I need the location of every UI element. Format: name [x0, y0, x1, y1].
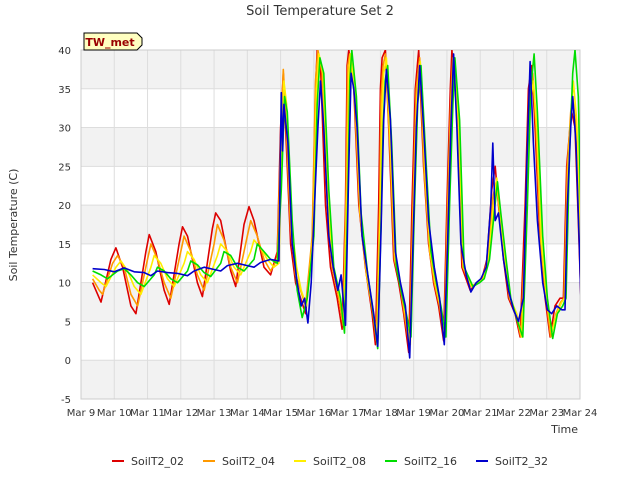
site-label-text: TW_met: [85, 36, 134, 49]
legend-label: SoilT2_32: [495, 455, 548, 468]
legend-label: SoilT2_02: [131, 455, 184, 468]
site-label-box: [83, 32, 143, 51]
y-tick-label: 5: [65, 317, 71, 328]
legend-label: SoilT2_08: [313, 455, 366, 468]
legend-item: SoilT2_08: [294, 455, 366, 468]
legend-item: SoilT2_32: [476, 455, 548, 468]
x-tick-label: Mar 16: [296, 408, 331, 419]
background-band: [81, 282, 580, 322]
y-tick-label: 15: [58, 240, 71, 251]
y-axis-ticks: -5 0 5 10 15 20 25 30 35 40: [58, 46, 71, 406]
x-tick-label: Mar 13: [197, 408, 232, 419]
x-tick-label: Mar 19: [396, 408, 431, 419]
x-tick-label: Mar 23: [529, 408, 564, 419]
background-band: [81, 166, 580, 206]
site-label-badge: TW_met: [83, 32, 143, 51]
y-tick-label: 25: [58, 162, 71, 173]
y-tick-label: 40: [58, 46, 71, 57]
x-tick-label: Mar 21: [463, 408, 498, 419]
y-axis-label: Soil Temperature (C): [7, 169, 20, 282]
legend-item: SoilT2_04: [203, 455, 275, 468]
x-tick-label: Mar 12: [163, 408, 198, 419]
y-tick-label: 10: [58, 279, 71, 290]
y-tick-label: 0: [65, 356, 71, 367]
legend-label: SoilT2_04: [222, 455, 275, 468]
y-tick-label: 30: [58, 124, 71, 135]
legend: SoilT2_02 SoilT2_04 SoilT2_08 SoilT2_16 Soil…: [112, 455, 548, 468]
x-tick-label: Mar 20: [430, 408, 465, 419]
series-layer: [91, 50, 580, 359]
x-tick-label: Mar 22: [496, 408, 531, 419]
background-band: [81, 360, 580, 399]
y-tick-label: 20: [58, 201, 71, 212]
series-line-soilt2-32: [92, 53, 580, 359]
x-tick-label: Mar 24: [563, 408, 598, 419]
y-tick-label: 35: [58, 85, 71, 96]
y-tick-label: -5: [61, 395, 71, 406]
legend-label: SoilT2_16: [404, 455, 457, 468]
x-tick-label: Mar 15: [263, 408, 298, 419]
legend-item: SoilT2_02: [112, 455, 184, 468]
background-band: [81, 50, 580, 89]
x-axis-label: Time: [550, 423, 578, 436]
background-band: [81, 321, 580, 361]
x-tick-label: Mar 9: [67, 408, 95, 419]
x-tick-label: Mar 17: [330, 408, 365, 419]
chart-title: Soil Temperature Set 2: [246, 4, 394, 19]
x-tick-label: Mar 10: [97, 408, 132, 419]
legend-item: SoilT2_16: [385, 455, 457, 468]
background-band: [81, 127, 580, 167]
background-band: [81, 88, 580, 128]
x-tick-label: Mar 11: [130, 408, 165, 419]
x-tick-label: Mar 18: [363, 408, 398, 419]
x-tick-label: Mar 14: [230, 408, 265, 419]
